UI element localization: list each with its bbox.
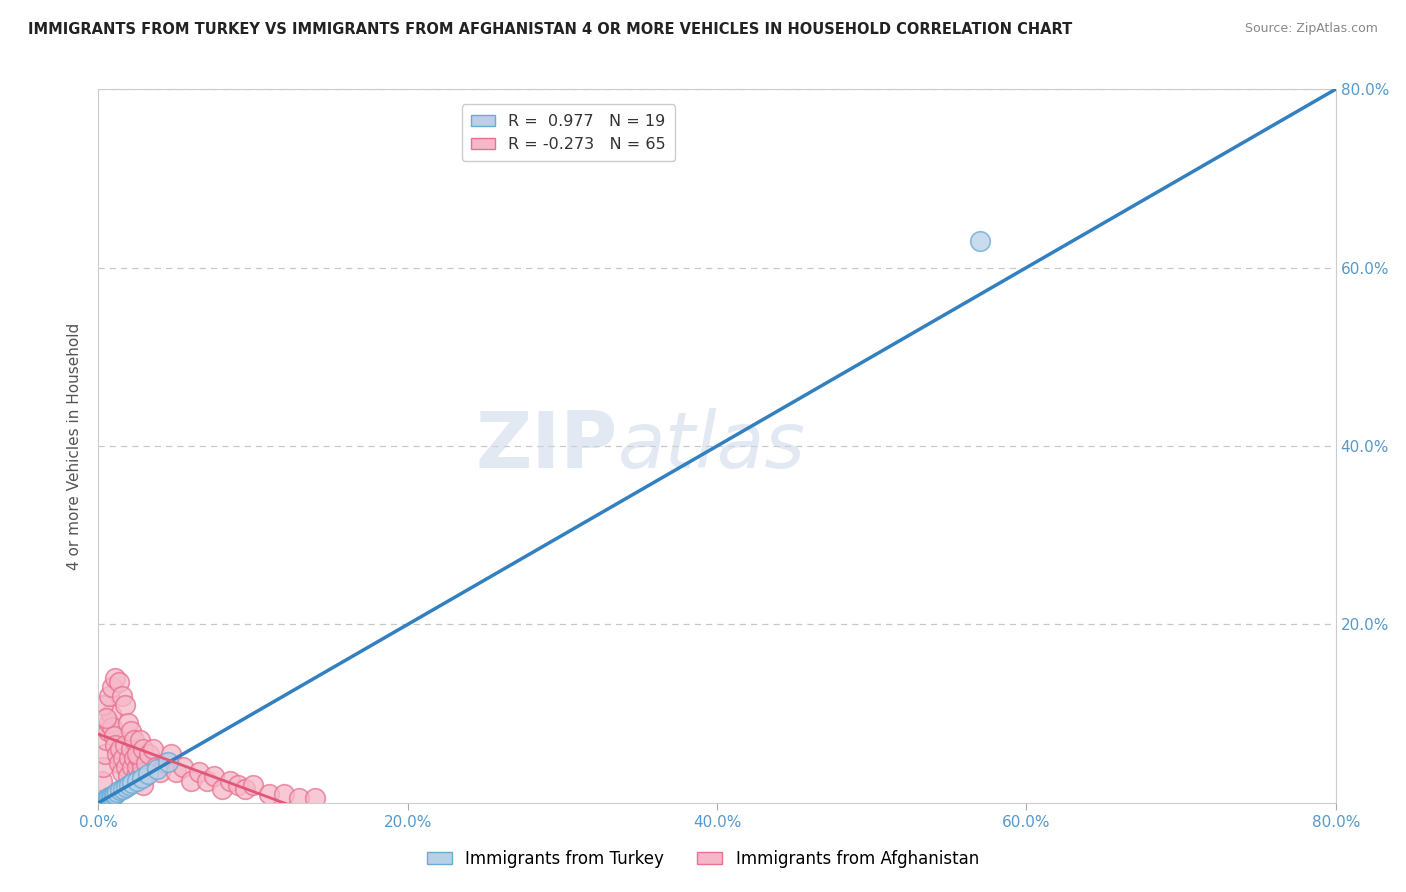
Point [135, 756, 157, 770]
Point [93, 793, 115, 807]
Point [107, 756, 129, 770]
Point [153, 756, 176, 770]
Point [127, 773, 149, 788]
Point [235, 782, 257, 797]
Point [242, 778, 264, 792]
Point [112, 782, 135, 797]
Point [149, 764, 172, 779]
Point [98, 715, 121, 730]
Point [204, 769, 226, 783]
Point [100, 706, 122, 721]
Point [160, 747, 183, 761]
Point [288, 791, 311, 805]
Point [117, 769, 139, 783]
Point [195, 773, 218, 788]
Point [104, 671, 127, 685]
Point [173, 760, 195, 774]
Point [257, 787, 280, 801]
Point [226, 778, 249, 792]
Point [120, 724, 142, 739]
Point [93, 747, 115, 761]
Point [136, 767, 159, 781]
Text: ZIP: ZIP [475, 408, 619, 484]
Legend: R =  0.977   N = 19, R = -0.273   N = 65: R = 0.977 N = 19, R = -0.273 N = 65 [461, 104, 675, 161]
Point [97, 724, 120, 739]
Point [111, 764, 134, 779]
Point [90, 773, 112, 788]
Point [132, 778, 155, 792]
Point [273, 787, 295, 801]
Point [103, 788, 125, 802]
Point [103, 729, 125, 743]
Point [101, 680, 124, 694]
Point [146, 762, 169, 776]
Point [131, 760, 153, 774]
Point [969, 234, 991, 248]
Point [304, 791, 326, 805]
Text: IMMIGRANTS FROM TURKEY VS IMMIGRANTS FROM AFGHANISTAN 4 OR MORE VEHICLES IN HOUS: IMMIGRANTS FROM TURKEY VS IMMIGRANTS FRO… [28, 22, 1073, 37]
Point [101, 789, 124, 803]
Point [115, 780, 138, 794]
Y-axis label: 4 or more Vehicles in Household: 4 or more Vehicles in Household [67, 322, 83, 570]
Point [121, 760, 143, 774]
Point [121, 776, 143, 790]
Point [134, 769, 156, 783]
Point [118, 751, 141, 765]
Point [157, 755, 180, 769]
Point [127, 747, 149, 761]
Point [112, 751, 135, 765]
Point [132, 742, 155, 756]
Point [111, 689, 134, 703]
Point [165, 764, 187, 779]
Point [117, 715, 139, 730]
Point [108, 783, 131, 797]
Point [180, 773, 202, 788]
Point [145, 760, 167, 774]
Point [100, 789, 122, 804]
Point [142, 742, 165, 756]
Point [122, 733, 145, 747]
Point [122, 751, 145, 765]
Point [115, 760, 138, 774]
Point [138, 747, 160, 761]
Point [104, 738, 127, 752]
Point [131, 771, 153, 785]
Point [120, 742, 142, 756]
Point [91, 698, 114, 712]
Point [96, 711, 118, 725]
Point [219, 773, 242, 788]
Point [98, 689, 121, 703]
Point [97, 791, 120, 805]
Point [127, 760, 149, 774]
Text: atlas: atlas [619, 408, 806, 484]
Point [105, 747, 128, 761]
Point [124, 769, 146, 783]
Point [118, 778, 141, 792]
Point [105, 785, 128, 799]
Text: Source: ZipAtlas.com: Source: ZipAtlas.com [1244, 22, 1378, 36]
Point [107, 675, 129, 690]
Point [128, 751, 150, 765]
Point [211, 782, 233, 797]
Point [114, 698, 136, 712]
Point [98, 790, 121, 805]
Point [114, 738, 136, 752]
Point [104, 787, 127, 801]
Point [108, 742, 131, 756]
Point [188, 764, 211, 779]
Point [96, 733, 118, 747]
Point [91, 760, 114, 774]
Point [129, 733, 152, 747]
Point [129, 769, 152, 783]
Legend: Immigrants from Turkey, Immigrants from Afghanistan: Immigrants from Turkey, Immigrants from … [420, 844, 986, 875]
Point [101, 720, 124, 734]
